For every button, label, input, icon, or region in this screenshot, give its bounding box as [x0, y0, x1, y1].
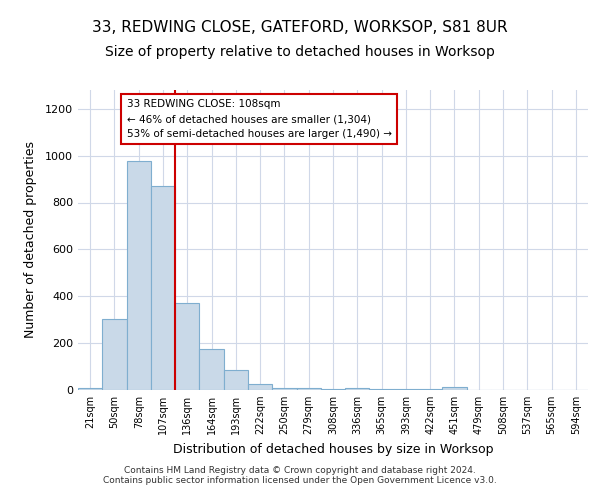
X-axis label: Distribution of detached houses by size in Worksop: Distribution of detached houses by size … [173, 442, 493, 456]
Bar [78, 388, 102, 390]
Y-axis label: Number of detached properties: Number of detached properties [23, 142, 37, 338]
Bar [321, 389, 345, 390]
Text: Size of property relative to detached houses in Worksop: Size of property relative to detached ho… [105, 45, 495, 59]
Text: Contains HM Land Registry data © Crown copyright and database right 2024.
Contai: Contains HM Land Registry data © Crown c… [103, 466, 497, 485]
Bar [127, 162, 151, 390]
Bar [102, 318, 127, 390]
Bar [442, 387, 467, 390]
Bar [296, 388, 321, 390]
Text: 33, REDWING CLOSE, GATEFORD, WORKSOP, S81 8UR: 33, REDWING CLOSE, GATEFORD, WORKSOP, S8… [92, 20, 508, 35]
Bar [345, 388, 370, 390]
Bar [151, 186, 175, 390]
Bar [199, 349, 224, 390]
Bar [175, 304, 199, 390]
Bar [272, 388, 296, 390]
Bar [224, 370, 248, 390]
Bar [248, 384, 272, 390]
Text: 33 REDWING CLOSE: 108sqm
← 46% of detached houses are smaller (1,304)
53% of sem: 33 REDWING CLOSE: 108sqm ← 46% of detach… [127, 100, 392, 139]
